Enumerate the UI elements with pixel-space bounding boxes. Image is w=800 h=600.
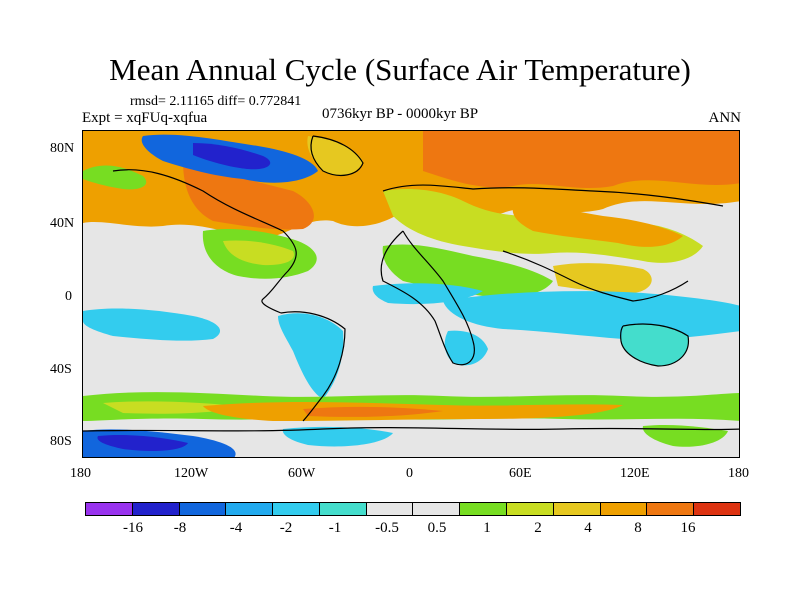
asia-yellow-region bbox=[553, 263, 652, 293]
experiment-label: Expt = xqFUq-xqfua bbox=[82, 110, 208, 126]
period-label: 0736kyr BP - 0000kyr BP bbox=[322, 106, 479, 122]
greenland-yellow-region bbox=[307, 136, 363, 176]
temperature-difference-map bbox=[82, 130, 740, 458]
colorbar-box bbox=[460, 503, 508, 515]
alaska-green-region bbox=[83, 165, 147, 190]
lon-label-60e: 60E bbox=[509, 466, 532, 481]
colorbar bbox=[85, 502, 741, 516]
colorbar-label: -4 bbox=[229, 520, 243, 536]
lat-label-40n: 40N bbox=[50, 216, 75, 231]
colorbar-label: -16 bbox=[123, 520, 143, 536]
eurasia-orange-region bbox=[512, 205, 683, 247]
canada-dark-cold-region bbox=[193, 143, 271, 170]
colorbar-box bbox=[600, 503, 648, 515]
colorbar-box bbox=[86, 503, 133, 515]
colorbar-box bbox=[413, 503, 461, 515]
coastlines bbox=[83, 135, 739, 432]
antarctica-east-green-region bbox=[642, 424, 728, 447]
lon-label-60w: 60W bbox=[288, 466, 316, 481]
colorbar-box bbox=[366, 503, 414, 515]
colorbar-box bbox=[273, 503, 320, 515]
colorbar-label: 1 bbox=[483, 520, 491, 536]
colorbar-label: 0.5 bbox=[427, 520, 447, 536]
chart-title: Mean Annual Cycle (Surface Air Temperatu… bbox=[109, 52, 691, 87]
tropical-atlantic-cool-band bbox=[372, 283, 483, 305]
lon-label-120e: 120E bbox=[620, 466, 650, 481]
colorbar-label: -1 bbox=[328, 520, 342, 536]
lat-label-80s: 80S bbox=[50, 434, 72, 449]
colorbar-box bbox=[507, 503, 554, 515]
indian-ocean-cool-band bbox=[443, 291, 739, 340]
pacific-cool-band bbox=[83, 308, 221, 341]
colorbar-label: 16 bbox=[680, 520, 696, 536]
arctic-dark-orange-band bbox=[423, 131, 739, 188]
colorbar-label: 4 bbox=[584, 520, 592, 536]
colorbar-label: -0.5 bbox=[375, 520, 399, 536]
south-america-cool-region bbox=[278, 313, 344, 399]
colorbar-box bbox=[179, 503, 227, 515]
season-label: ANN bbox=[708, 110, 742, 126]
lat-label-80n: 80N bbox=[50, 141, 75, 156]
colorbar-box bbox=[319, 503, 367, 515]
map-canvas bbox=[83, 131, 739, 457]
rmsd-diff-stats: rmsd= 2.11165 diff= 0.772841 bbox=[130, 94, 302, 109]
southern-africa-cool-region bbox=[444, 330, 488, 366]
colorbar-box bbox=[694, 503, 740, 515]
us-yellow-region bbox=[223, 240, 294, 266]
colorbar-box bbox=[132, 503, 180, 515]
lon-label-180e: 180 bbox=[728, 466, 749, 481]
colorbar-label: 2 bbox=[534, 520, 542, 536]
antarctica-cyan-region bbox=[282, 426, 393, 447]
antarctica-dark-cold-region bbox=[97, 434, 188, 451]
colorbar-label: 8 bbox=[634, 520, 642, 536]
lat-label-equator: 0 bbox=[65, 289, 72, 304]
colorbar-box bbox=[647, 503, 695, 515]
canada-warm-region bbox=[183, 161, 314, 230]
lon-label-180w: 180 bbox=[70, 466, 91, 481]
antarctica-dark-orange-band bbox=[303, 406, 443, 417]
colorbar-box bbox=[226, 503, 274, 515]
lat-label-40s: 40S bbox=[50, 362, 72, 377]
southern-ocean-yellow-band bbox=[103, 401, 243, 414]
colorbar-box bbox=[553, 503, 601, 515]
lon-label-0: 0 bbox=[406, 466, 413, 481]
colorbar-label: -2 bbox=[279, 520, 293, 536]
colorbar-label: -8 bbox=[173, 520, 187, 536]
australia-cool-region bbox=[621, 324, 689, 366]
lon-label-120w: 120W bbox=[174, 466, 209, 481]
